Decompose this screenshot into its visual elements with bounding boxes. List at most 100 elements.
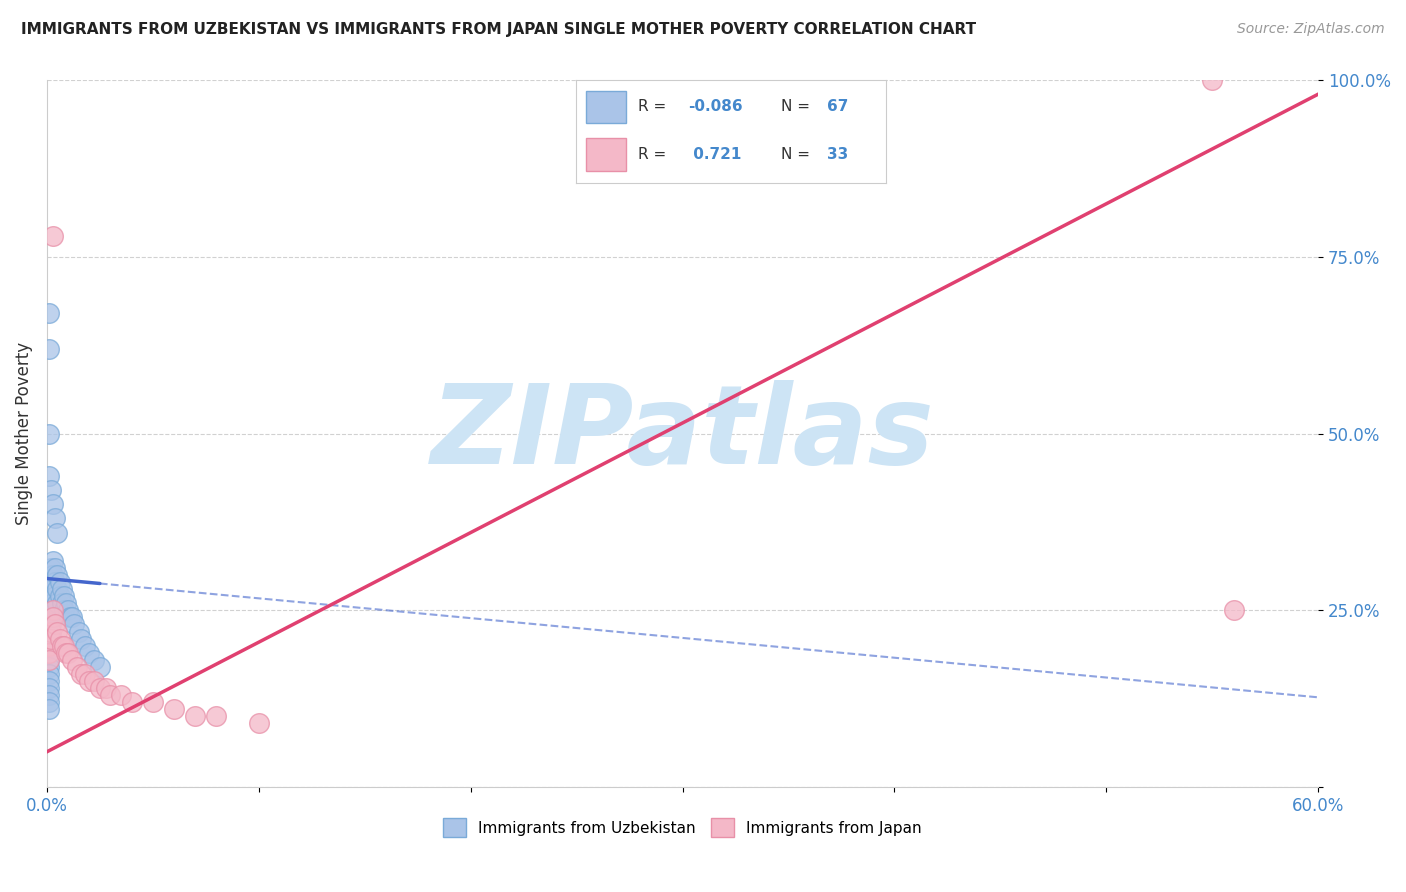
Point [38, 688, 60, 702]
Bar [586, 137, 626, 170]
Point [39, 617, 62, 632]
Point [42, 568, 65, 582]
Point [39, 624, 62, 639]
Text: 33: 33 [827, 146, 848, 161]
Point [38, 646, 60, 660]
Point [51, 582, 73, 596]
Point [1201, 73, 1223, 87]
Point [59, 610, 82, 624]
Point [38, 596, 60, 610]
Point [48, 589, 70, 603]
Point [38, 469, 60, 483]
Point [38, 426, 60, 441]
Point [42, 596, 65, 610]
Point [55, 646, 77, 660]
Point [1222, 603, 1244, 617]
Point [46, 525, 69, 540]
Point [51, 639, 73, 653]
Point [48, 575, 70, 590]
Point [247, 716, 270, 731]
Point [44, 561, 66, 575]
Point [39, 596, 62, 610]
Point [38, 681, 60, 695]
Point [184, 709, 207, 723]
Point [44, 603, 66, 617]
Point [38, 639, 60, 653]
Point [52, 603, 75, 617]
Point [38, 674, 60, 689]
Point [38, 617, 60, 632]
Point [38, 624, 60, 639]
Point [38, 603, 60, 617]
Point [42, 497, 65, 511]
Point [38, 702, 60, 716]
Point [38, 610, 60, 624]
Point [39, 624, 62, 639]
Point [39, 632, 62, 646]
Point [42, 228, 65, 243]
Point [69, 632, 91, 646]
Point [38, 306, 60, 320]
Point [42, 603, 65, 617]
Point [39, 589, 62, 603]
Point [44, 589, 66, 603]
Point [38, 575, 60, 590]
Legend: Immigrants from Uzbekistan, Immigrants from Japan: Immigrants from Uzbekistan, Immigrants f… [437, 813, 928, 843]
Point [44, 511, 66, 525]
Point [42, 610, 65, 624]
Point [44, 617, 66, 632]
Point [38, 695, 60, 709]
Point [38, 342, 60, 356]
Y-axis label: Single Mother Poverty: Single Mother Poverty [15, 342, 32, 525]
Point [163, 702, 186, 716]
Point [55, 596, 77, 610]
Point [39, 610, 62, 624]
Point [38, 646, 60, 660]
Point [39, 561, 62, 575]
Point [46, 582, 69, 596]
Point [77, 674, 100, 689]
Point [39, 575, 62, 590]
Point [42, 582, 65, 596]
Point [38, 589, 60, 603]
Point [63, 617, 86, 632]
Point [46, 624, 69, 639]
Point [73, 639, 96, 653]
Point [44, 575, 66, 590]
Point [96, 681, 118, 695]
Text: R =: R = [638, 146, 672, 161]
Point [46, 568, 69, 582]
Point [83, 653, 105, 667]
Text: IMMIGRANTS FROM UZBEKISTAN VS IMMIGRANTS FROM JAPAN SINGLE MOTHER POVERTY CORREL: IMMIGRANTS FROM UZBEKISTAN VS IMMIGRANTS… [21, 22, 976, 37]
Point [38, 639, 60, 653]
Point [65, 660, 87, 674]
Text: Source: ZipAtlas.com: Source: ZipAtlas.com [1237, 22, 1385, 37]
Point [110, 688, 132, 702]
Point [38, 653, 60, 667]
Point [46, 596, 69, 610]
Text: ZIPatlas: ZIPatlas [430, 380, 935, 487]
Point [38, 582, 60, 596]
Point [39, 582, 62, 596]
Point [60, 610, 83, 624]
Point [69, 667, 91, 681]
Point [56, 646, 79, 660]
Point [39, 603, 62, 617]
Point [205, 709, 228, 723]
Point [83, 674, 105, 689]
Point [42, 554, 65, 568]
Point [100, 688, 122, 702]
Point [42, 610, 65, 624]
Point [56, 603, 79, 617]
Text: -0.086: -0.086 [688, 99, 742, 114]
Point [48, 632, 70, 646]
Text: R =: R = [638, 99, 672, 114]
Point [77, 646, 100, 660]
Point [51, 596, 73, 610]
Point [52, 639, 75, 653]
Point [121, 695, 143, 709]
Point [60, 653, 83, 667]
Point [38, 568, 60, 582]
Point [38, 660, 60, 674]
Point [73, 667, 96, 681]
